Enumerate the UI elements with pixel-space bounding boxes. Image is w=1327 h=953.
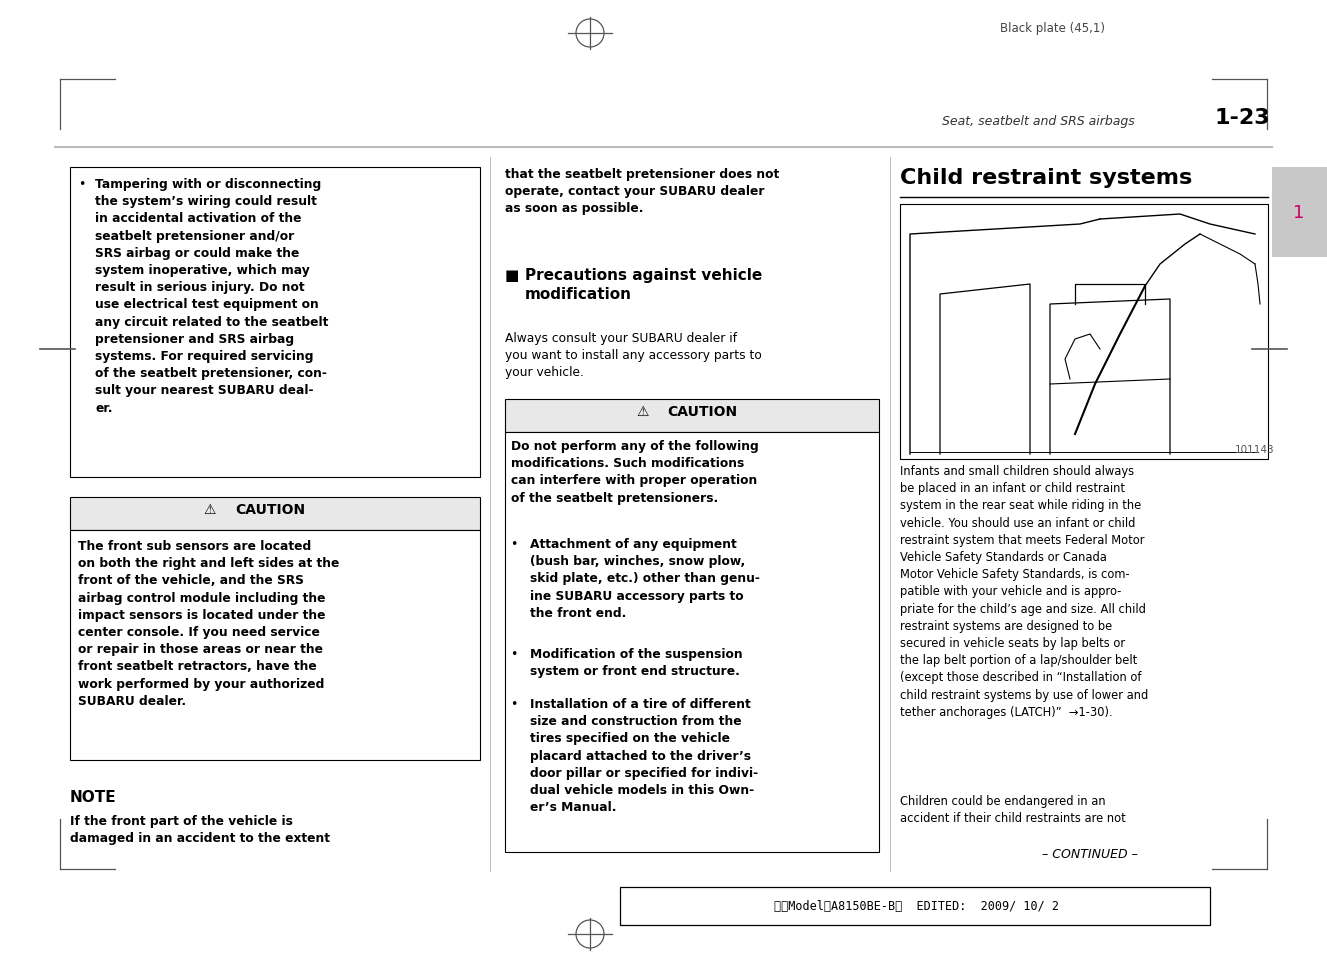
Text: Attachment of any equipment
(bush bar, winches, snow plow,
skid plate, etc.) oth: Attachment of any equipment (bush bar, w…: [529, 537, 760, 619]
Text: •: •: [78, 178, 85, 191]
Text: NOTE: NOTE: [70, 789, 117, 804]
Text: •: •: [510, 537, 518, 551]
Text: •: •: [510, 698, 518, 710]
Bar: [70, 497, 480, 531]
Text: Infants and small children should always
be placed in an infant or child restrai: Infants and small children should always…: [900, 464, 1148, 718]
Bar: [900, 205, 1269, 459]
Text: The front sub sensors are located
on both the right and left sides at the
front : The front sub sensors are located on bot…: [78, 539, 340, 707]
Text: If the front part of the vehicle is
damaged in an accident to the extent: If the front part of the vehicle is dama…: [70, 814, 330, 844]
Text: CAUTION: CAUTION: [667, 405, 736, 418]
Text: CAUTION: CAUTION: [235, 502, 305, 517]
Text: – CONTINUED –: – CONTINUED –: [1042, 847, 1139, 861]
Text: 北米Model「A8150BE-B」  EDITED:  2009/ 10/ 2: 北米Model「A8150BE-B」 EDITED: 2009/ 10/ 2: [775, 900, 1059, 913]
Bar: [70, 168, 480, 477]
Text: ⚠: ⚠: [204, 502, 216, 517]
Text: that the seatbelt pretensioner does not
operate, contact your SUBARU dealer
as s: that the seatbelt pretensioner does not …: [506, 168, 779, 215]
Text: •: •: [510, 647, 518, 660]
Bar: [620, 887, 1210, 925]
Text: 1: 1: [1294, 204, 1304, 222]
Text: Child restraint systems: Child restraint systems: [900, 168, 1192, 188]
Bar: [1273, 168, 1327, 257]
Text: Modification of the suspension
system or front end structure.: Modification of the suspension system or…: [529, 647, 743, 678]
Text: Black plate (45,1): Black plate (45,1): [1001, 22, 1105, 35]
Text: Installation of a tire of different
size and construction from the
tires specifi: Installation of a tire of different size…: [529, 698, 758, 813]
Text: ⚠: ⚠: [637, 405, 649, 418]
Bar: [506, 399, 878, 433]
Text: 101143: 101143: [1235, 444, 1275, 455]
Text: Always consult your SUBARU dealer if
you want to install any accessory parts to
: Always consult your SUBARU dealer if you…: [506, 332, 762, 379]
Text: ■: ■: [506, 268, 519, 283]
Text: Children could be endangered in an
accident if their child restraints are not: Children could be endangered in an accid…: [900, 794, 1125, 824]
Text: Seat, seatbelt and SRS airbags: Seat, seatbelt and SRS airbags: [942, 115, 1135, 128]
Text: Do not perform any of the following
modifications. Such modifications
can interf: Do not perform any of the following modi…: [511, 439, 759, 504]
Text: Tampering with or disconnecting
the system’s wiring could result
in accidental a: Tampering with or disconnecting the syst…: [96, 178, 328, 415]
Text: Precautions against vehicle
modification: Precautions against vehicle modification: [525, 268, 762, 302]
Text: 1-23: 1-23: [1214, 108, 1270, 128]
Bar: [70, 531, 480, 760]
Bar: [506, 433, 878, 852]
